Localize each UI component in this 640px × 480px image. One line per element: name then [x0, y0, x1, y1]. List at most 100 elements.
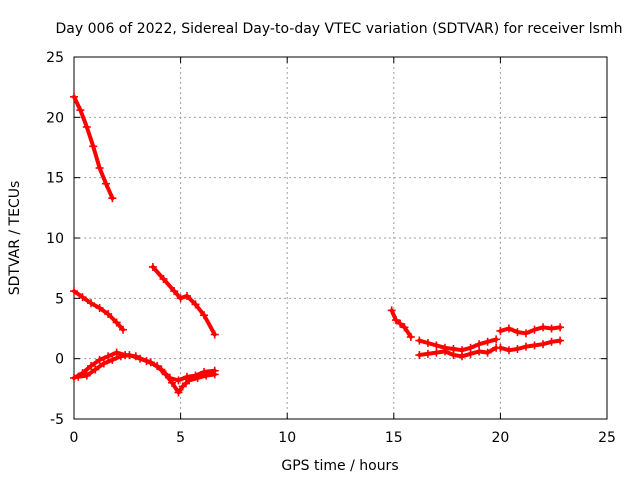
data-point	[116, 352, 125, 361]
x-tick-label: 20	[491, 430, 509, 446]
y-tick-label: 25	[46, 50, 64, 66]
data-point	[70, 373, 78, 382]
data-point	[530, 341, 539, 350]
data-point	[539, 323, 548, 332]
data-point	[556, 336, 565, 345]
x-tick-label: 25	[598, 430, 616, 446]
x-tick-label: 0	[70, 430, 79, 446]
data-point	[504, 346, 513, 355]
data-point	[440, 347, 449, 356]
data-point	[475, 347, 484, 356]
data-point	[521, 329, 530, 338]
data-point	[496, 326, 505, 335]
data-point	[104, 352, 113, 361]
y-tick-label: 20	[46, 110, 64, 126]
data-point	[125, 351, 134, 360]
data-point	[148, 262, 157, 271]
data-point	[136, 354, 145, 363]
series-line	[76, 353, 217, 383]
x-tick-label: 5	[176, 430, 185, 446]
data-point	[483, 348, 492, 357]
data-point	[87, 299, 96, 308]
x-axis-label: GPS time / hours	[281, 458, 398, 474]
data-point	[191, 300, 200, 309]
data-point	[89, 142, 98, 151]
data-point	[182, 372, 191, 381]
series-arc-3	[148, 262, 219, 339]
data-point	[415, 336, 424, 345]
data-point	[104, 310, 113, 319]
data-point	[483, 337, 492, 346]
axis-ticks: 0 5 10 15 20 25 -5 0 5 10 15 20 25	[46, 50, 616, 446]
data-point	[101, 179, 110, 188]
data-point	[174, 388, 183, 397]
data-point	[95, 164, 104, 173]
data-point	[112, 318, 121, 327]
series-line	[417, 345, 499, 359]
data-point	[539, 340, 548, 349]
data-point	[210, 366, 219, 375]
data-point	[174, 376, 183, 385]
data-point	[391, 316, 400, 325]
data-point	[159, 275, 168, 284]
y-tick-label: 0	[55, 352, 64, 368]
data-point	[423, 349, 432, 358]
data-point	[432, 341, 441, 350]
data-point	[530, 325, 539, 334]
data-point	[466, 349, 475, 358]
data-point	[210, 330, 219, 339]
data-point	[99, 359, 108, 368]
data-point	[496, 343, 505, 352]
chart-title: Day 006 of 2022, Sidereal Day-to-day VTE…	[56, 21, 623, 37]
data-point	[396, 319, 405, 328]
data-point	[521, 342, 530, 351]
data-point	[406, 332, 415, 341]
data-point	[432, 348, 441, 357]
series-arc-9	[496, 323, 565, 338]
data-point	[547, 337, 556, 346]
series-line	[417, 337, 499, 353]
data-point	[95, 355, 104, 364]
data-point	[556, 323, 565, 332]
data-point	[492, 335, 501, 344]
data-point	[165, 373, 174, 382]
data-point	[178, 382, 187, 391]
data-point	[146, 358, 155, 367]
data-point	[176, 294, 185, 303]
data-point	[191, 371, 200, 380]
data-point	[423, 338, 432, 347]
series-arc-10	[496, 336, 565, 355]
data-point	[112, 348, 121, 357]
data-point	[387, 306, 396, 315]
data-series	[70, 92, 565, 397]
data-point	[119, 325, 128, 334]
data-point	[400, 323, 409, 332]
data-point	[415, 351, 424, 360]
data-point	[504, 324, 513, 333]
data-point	[547, 324, 556, 333]
series-arc-8	[415, 343, 501, 361]
y-tick-label: 15	[46, 171, 64, 187]
y-tick-label: -5	[50, 412, 64, 428]
y-tick-label: 10	[46, 231, 64, 247]
data-point	[78, 293, 87, 302]
data-point	[76, 106, 85, 115]
x-tick-label: 15	[385, 430, 403, 446]
data-point	[200, 311, 209, 320]
series-arc-5	[74, 351, 219, 385]
series-arc-2	[70, 287, 128, 334]
data-point	[513, 328, 522, 337]
y-axis-label: SDTVAR / TECUs	[7, 181, 23, 296]
data-point	[157, 365, 166, 374]
data-point	[200, 367, 209, 376]
series-arc-1	[70, 92, 117, 203]
data-point	[475, 340, 484, 349]
data-point	[87, 361, 96, 370]
data-point	[82, 122, 91, 131]
data-point	[108, 194, 117, 203]
series-line	[150, 265, 217, 337]
y-tick-label: 5	[55, 291, 64, 307]
data-point	[108, 355, 117, 364]
data-point	[170, 287, 179, 296]
